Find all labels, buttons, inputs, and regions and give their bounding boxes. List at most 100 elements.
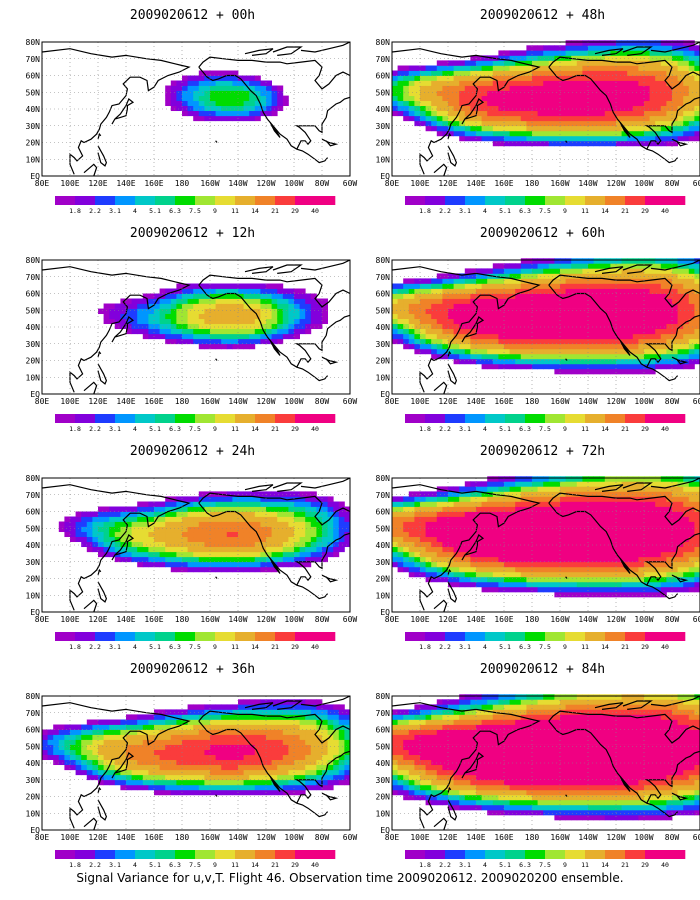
field-cell	[627, 368, 634, 375]
field-cell	[470, 283, 477, 289]
field-cell	[476, 323, 482, 330]
field-cell	[131, 308, 138, 315]
field-cell	[632, 343, 639, 350]
colorbar-swatch	[425, 196, 446, 205]
field-cell	[243, 536, 250, 543]
field-cell	[565, 318, 572, 325]
field-cell	[260, 521, 267, 527]
field-cell	[543, 343, 550, 350]
field-cell	[232, 719, 239, 725]
field-cell	[448, 353, 454, 360]
field-cell	[627, 55, 634, 61]
field-cell	[453, 313, 460, 320]
field-cell	[554, 90, 561, 97]
colorbar-swatch	[275, 196, 296, 205]
field-cell	[137, 729, 144, 735]
field-cell	[683, 303, 690, 309]
field-cell	[672, 125, 678, 132]
field-cell	[392, 95, 398, 102]
colorbar-swatch	[135, 196, 156, 205]
colorbar-swatch	[75, 196, 96, 205]
field-cell	[632, 40, 639, 46]
field-cell	[305, 699, 312, 705]
field-cell	[210, 764, 216, 771]
field-cell	[288, 749, 295, 756]
field-cell	[193, 749, 200, 756]
field-cell	[75, 526, 82, 533]
field-cell	[487, 60, 494, 66]
field-cell	[565, 70, 572, 76]
field-cell	[442, 576, 449, 583]
field-cell	[226, 333, 233, 340]
field-cell	[266, 501, 272, 507]
field-cell	[554, 80, 561, 86]
field-cell	[198, 333, 205, 340]
field-cell	[249, 784, 256, 791]
field-cell	[509, 130, 516, 137]
field-cell	[487, 338, 494, 345]
field-cell	[282, 709, 289, 715]
field-cell	[408, 70, 415, 76]
field-cell	[204, 85, 211, 91]
field-cell	[420, 288, 426, 294]
colorbar-swatch	[545, 196, 566, 205]
field-cell	[425, 546, 432, 553]
field-cell	[470, 70, 477, 76]
field-cell	[554, 268, 561, 274]
field-cell	[571, 333, 578, 340]
field-cell	[420, 303, 426, 309]
lat-label: 20N	[376, 357, 391, 366]
field-cell	[498, 95, 505, 102]
field-cell	[420, 546, 426, 553]
field-cell	[310, 506, 317, 512]
field-cell	[408, 115, 415, 122]
field-cell	[694, 338, 700, 345]
field-cell	[492, 75, 499, 81]
field-cell	[392, 511, 398, 517]
lat-label: 50N	[26, 524, 41, 533]
field-cell	[543, 120, 550, 127]
field-cell	[543, 328, 550, 335]
field-cell	[537, 65, 544, 71]
field-cell	[560, 110, 566, 117]
colorbar-swatch	[215, 850, 236, 859]
field-cell	[498, 75, 505, 81]
field-cell	[481, 278, 488, 284]
field-cell	[610, 278, 617, 284]
field-cell	[142, 764, 149, 771]
field-cell	[655, 323, 662, 330]
field-cell	[464, 95, 471, 102]
field-cell	[571, 283, 578, 289]
field-cell	[210, 328, 216, 335]
field-cell	[649, 125, 656, 132]
field-cell	[532, 45, 538, 51]
field-cell	[170, 759, 177, 766]
field-cell	[131, 754, 138, 761]
field-cell	[688, 308, 695, 315]
field-cell	[543, 45, 550, 51]
field-cell	[282, 323, 289, 330]
field-cell	[294, 556, 300, 563]
field-cell	[565, 308, 572, 315]
field-cell	[154, 754, 160, 761]
field-cell	[226, 536, 233, 543]
field-cell	[260, 105, 267, 112]
field-cell	[498, 293, 505, 299]
field-cell	[464, 561, 471, 568]
field-cell	[560, 95, 566, 102]
field-cell	[232, 541, 239, 548]
field-cell	[154, 333, 160, 340]
lon-label: 160E	[144, 833, 163, 842]
field-cell	[688, 268, 695, 274]
variance-field	[98, 283, 328, 350]
field-cell	[442, 486, 449, 492]
field-cell	[660, 283, 667, 289]
field-cell	[560, 298, 566, 304]
field-cell	[243, 323, 250, 330]
field-cell	[58, 521, 65, 527]
field-cell	[660, 323, 667, 330]
field-cell	[215, 556, 222, 563]
field-cell	[316, 719, 323, 725]
field-cell	[322, 729, 328, 735]
field-cell	[305, 511, 312, 517]
